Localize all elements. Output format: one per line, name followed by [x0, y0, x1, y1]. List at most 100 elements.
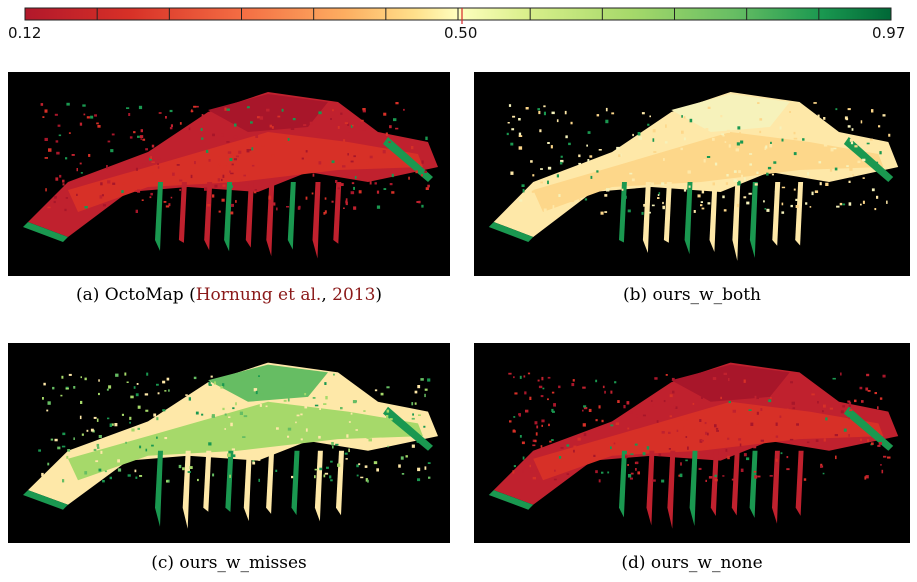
map-point — [227, 151, 232, 154]
map-point — [756, 423, 759, 426]
map-point — [519, 435, 522, 438]
map-point — [753, 446, 757, 449]
map-point — [162, 423, 165, 426]
map-point — [795, 198, 798, 201]
map-point — [652, 479, 656, 482]
map-point — [301, 157, 304, 160]
map-point — [601, 419, 604, 423]
map-point — [352, 400, 357, 404]
map-point — [739, 132, 741, 135]
map-point — [870, 138, 873, 141]
map-point — [111, 133, 115, 136]
map-point — [151, 161, 155, 163]
map-point — [135, 476, 138, 479]
map-column — [646, 450, 655, 526]
map-point — [658, 192, 661, 195]
map-point — [193, 376, 197, 380]
map-point — [45, 188, 47, 192]
map-point — [184, 178, 186, 180]
map-point — [345, 118, 349, 122]
map-point — [162, 380, 166, 384]
map-point — [699, 419, 702, 422]
map-point — [823, 143, 828, 147]
panel-d-caption: (d) ours_w_none — [621, 553, 763, 573]
map-point — [398, 464, 401, 468]
map-point — [172, 172, 175, 176]
map-point — [840, 372, 842, 376]
map-point — [208, 384, 212, 386]
map-point — [179, 188, 182, 191]
map-point — [786, 456, 789, 459]
map-point — [421, 204, 424, 208]
map-point — [532, 174, 535, 177]
map-point — [151, 144, 155, 148]
map-point — [165, 116, 167, 119]
map-point — [243, 415, 248, 418]
map-point — [749, 153, 753, 155]
map-point — [685, 459, 688, 462]
map-point — [577, 437, 581, 441]
map-point — [254, 189, 257, 191]
map-point — [874, 392, 877, 395]
map-point — [58, 134, 62, 137]
map-point — [680, 147, 683, 151]
map-point — [705, 128, 709, 131]
map-point — [330, 460, 333, 463]
map-point — [531, 190, 535, 193]
map-point — [623, 405, 626, 409]
map-point — [44, 137, 48, 141]
map-point — [652, 404, 654, 407]
map-point — [169, 109, 173, 113]
map-point — [700, 182, 704, 186]
map-point — [139, 135, 144, 138]
map-point — [42, 116, 45, 118]
map-point — [654, 377, 658, 380]
map-point — [693, 210, 696, 213]
map-point — [775, 458, 778, 462]
map-point — [158, 112, 162, 114]
map-point — [146, 372, 149, 376]
panel-c-caption: (c) ours_w_misses — [151, 553, 307, 573]
map-point — [727, 437, 730, 440]
map-point — [518, 146, 523, 150]
caption-a-cite-year[interactable]: 2013 — [332, 285, 376, 305]
map-point — [791, 401, 795, 405]
map-point — [733, 179, 737, 182]
map-point — [779, 415, 782, 418]
map-point — [529, 464, 531, 468]
map-point — [596, 114, 600, 117]
map-point — [117, 468, 122, 472]
map-point — [298, 205, 301, 209]
map-point — [211, 415, 215, 418]
map-point — [244, 105, 248, 108]
map-point — [537, 379, 540, 382]
map-point — [80, 172, 83, 174]
map-point — [851, 128, 854, 131]
map-point — [358, 463, 361, 466]
map-point — [188, 397, 191, 401]
map-point — [107, 417, 110, 420]
map-point — [129, 136, 133, 139]
map-point — [559, 161, 563, 165]
map-point — [241, 380, 245, 383]
map-point — [629, 477, 633, 480]
map-point — [602, 385, 605, 389]
map-point — [687, 170, 691, 174]
map-point — [149, 196, 152, 199]
map-point — [205, 149, 209, 153]
map-point — [817, 401, 819, 404]
map-point — [795, 205, 800, 208]
map-point — [324, 210, 327, 214]
map-point — [870, 442, 874, 445]
map-point — [677, 125, 679, 128]
map-point — [746, 201, 750, 205]
map-point — [292, 118, 296, 121]
map-point — [332, 445, 334, 449]
map-point — [312, 173, 315, 177]
map-point — [850, 141, 854, 145]
map-point — [703, 159, 706, 163]
caption-a-cite-author[interactable]: Hornung et al. — [195, 285, 322, 305]
map-point — [540, 395, 544, 398]
map-point — [130, 395, 134, 399]
map-point — [208, 159, 211, 162]
